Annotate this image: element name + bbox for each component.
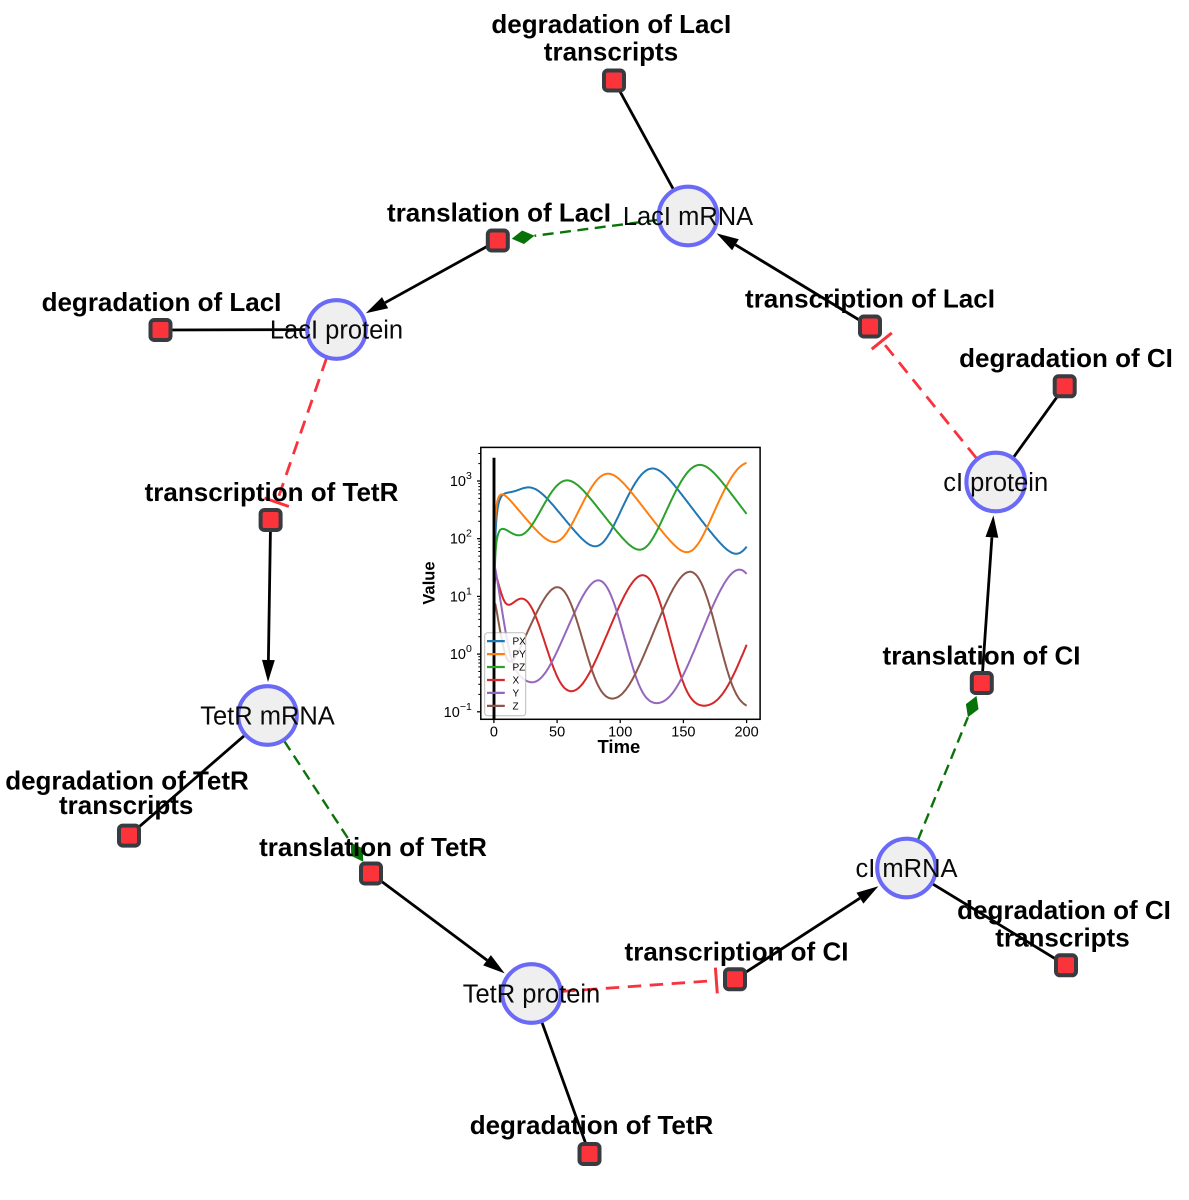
svg-text:translation of CI: translation of CI [883,640,1081,670]
svg-text:Time: Time [597,736,640,757]
svg-text:degradation of TetR: degradation of TetR [470,1110,714,1140]
svg-text:transcripts: transcripts [995,922,1129,952]
svg-text:Z: Z [513,701,519,712]
svg-text:LacI protein: LacI protein [270,316,403,344]
svg-text:PX: PX [513,637,527,648]
svg-text:100: 100 [450,643,472,663]
svg-text:degradation of LacI: degradation of LacI [42,287,282,317]
svg-text:transcription of TetR: transcription of TetR [145,477,399,507]
svg-text:150: 150 [671,725,695,741]
svg-text:10−1: 10−1 [444,701,472,721]
svg-text:0: 0 [490,725,498,741]
svg-text:cI protein: cI protein [943,469,1048,497]
svg-text:102: 102 [450,528,472,548]
svg-text:Y: Y [513,688,520,699]
svg-text:50: 50 [549,725,565,741]
svg-text:degradation of CI: degradation of CI [957,895,1171,925]
svg-text:degradation of LacI: degradation of LacI [491,9,731,39]
svg-text:degradation of CI: degradation of CI [959,343,1173,373]
svg-text:101: 101 [450,585,472,605]
svg-text:TetR protein: TetR protein [463,980,601,1008]
svg-text:200: 200 [734,725,758,741]
svg-text:transcripts: transcripts [544,37,678,67]
svg-text:LacI mRNA: LacI mRNA [623,203,753,231]
svg-text:degradation of TetR: degradation of TetR [5,766,249,796]
svg-text:transcription of LacI: transcription of LacI [745,283,995,313]
svg-text:translation of TetR: translation of TetR [259,832,487,862]
svg-text:PZ: PZ [513,663,526,674]
svg-text:transcription of CI: transcription of CI [625,936,849,966]
svg-text:translation of LacI: translation of LacI [387,198,611,228]
svg-text:103: 103 [450,470,472,490]
svg-text:Value: Value [421,561,439,604]
svg-text:100: 100 [608,725,632,741]
svg-text:TetR mRNA: TetR mRNA [200,702,335,730]
svg-text:X: X [513,676,520,687]
svg-text:PY: PY [513,650,527,661]
svg-text:cI mRNA: cI mRNA [856,855,958,883]
svg-text:transcripts: transcripts [59,790,193,820]
